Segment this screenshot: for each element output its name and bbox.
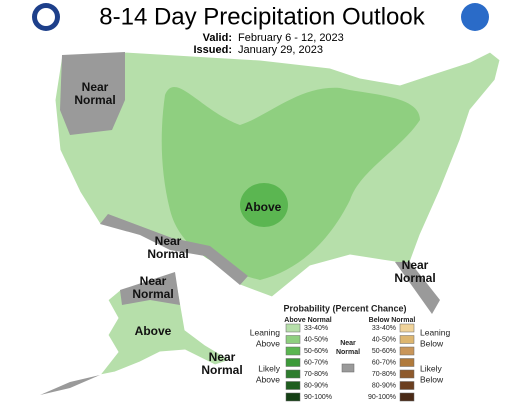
title: 8-14 Day Precipitation Outlook bbox=[99, 3, 426, 30]
leaning-below: Below bbox=[420, 338, 444, 348]
region-label: Near bbox=[155, 234, 182, 248]
above-swatch bbox=[285, 358, 301, 367]
above-range: 90-100% bbox=[304, 394, 332, 401]
below-range: 33-40% bbox=[372, 325, 396, 332]
above-range: 60-70% bbox=[304, 359, 328, 366]
region-label: Above bbox=[245, 200, 282, 214]
region-label: Near bbox=[140, 274, 167, 288]
above-range: 80-90% bbox=[304, 382, 328, 389]
valid-label: Valid: bbox=[203, 32, 232, 44]
likely-above: Above bbox=[256, 374, 280, 384]
near-header: Near bbox=[340, 340, 356, 347]
region-label: Normal bbox=[74, 93, 115, 107]
region-label: Normal bbox=[147, 247, 188, 261]
above-swatch bbox=[285, 335, 301, 344]
above-swatch bbox=[285, 392, 301, 402]
region-label: Near bbox=[209, 350, 236, 364]
below-swatch bbox=[399, 346, 415, 356]
leaning-above: Leaning bbox=[250, 327, 281, 337]
below-range: 60-70% bbox=[372, 359, 396, 366]
below-swatch bbox=[399, 392, 415, 402]
region-label: Near bbox=[82, 80, 109, 94]
likely-below: Likely bbox=[420, 363, 442, 373]
near-normal-nw bbox=[60, 52, 125, 135]
below-range: 80-90% bbox=[372, 382, 396, 389]
leaning-above: Above bbox=[256, 338, 280, 348]
likely-above: Likely bbox=[258, 363, 280, 373]
aleutians bbox=[40, 375, 100, 395]
below-header: Below Normal bbox=[369, 317, 416, 324]
map-labels: NearNormalAboveNearNormalNearNormalNearN… bbox=[74, 80, 435, 377]
region-label: Above bbox=[135, 324, 172, 338]
below-range: 50-60% bbox=[372, 348, 396, 355]
doc-logo-inner bbox=[37, 8, 55, 26]
near-normal-florida bbox=[395, 262, 440, 314]
noaa-logo bbox=[461, 3, 489, 31]
above-50-60-area bbox=[240, 183, 288, 227]
near-header: Normal bbox=[336, 349, 360, 356]
legend-title: Probability (Percent Chance) bbox=[283, 303, 406, 313]
above-range: 70-80% bbox=[304, 371, 328, 378]
near-swatch bbox=[341, 363, 355, 373]
leaning-below: Leaning bbox=[420, 327, 451, 337]
above-swatch bbox=[285, 346, 301, 356]
below-swatch bbox=[399, 381, 415, 390]
above-range: 40-50% bbox=[304, 336, 328, 343]
above-40-50-area bbox=[161, 86, 420, 280]
below-swatch bbox=[399, 358, 415, 367]
above-swatch bbox=[285, 369, 301, 379]
below-swatch bbox=[399, 369, 415, 379]
valid-dates: February 6 - 12, 2023 bbox=[238, 32, 344, 44]
alaska-near-normal bbox=[120, 272, 180, 305]
issued-label: Issued: bbox=[193, 44, 232, 56]
likely-below: Below bbox=[420, 374, 444, 384]
region-label: Near bbox=[402, 258, 429, 272]
below-swatch bbox=[399, 335, 415, 344]
below-range: 70-80% bbox=[372, 371, 396, 378]
above-range: 50-60% bbox=[304, 348, 328, 355]
issued-date: January 29, 2023 bbox=[238, 44, 323, 56]
above-range: 33-40% bbox=[304, 325, 328, 332]
above-header: Above Normal bbox=[284, 317, 332, 324]
region-label: Normal bbox=[201, 363, 242, 377]
above-swatch bbox=[285, 323, 301, 333]
region-label: Normal bbox=[132, 287, 173, 301]
near-normal-south bbox=[100, 214, 248, 285]
below-swatch bbox=[399, 323, 415, 333]
legend: Probability (Percent Chance) Above Normal… bbox=[250, 303, 451, 402]
region-label: Normal bbox=[394, 271, 435, 285]
below-range: 90-100% bbox=[368, 394, 396, 401]
above-swatch bbox=[285, 381, 301, 390]
below-range: 40-50% bbox=[372, 336, 396, 343]
